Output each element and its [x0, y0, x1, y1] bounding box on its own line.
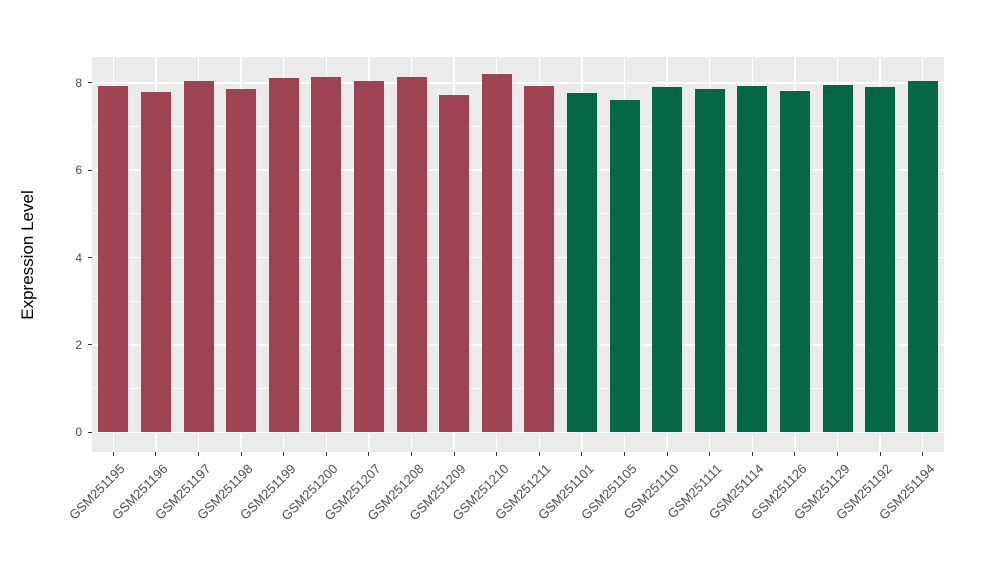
x-axis-tick [411, 452, 412, 456]
y-tick-label: 4 [75, 250, 82, 265]
x-axis-tick [538, 452, 540, 456]
bar-GSM251198 [226, 89, 257, 433]
bar-GSM251101 [566, 92, 597, 433]
gridline-major [92, 169, 944, 171]
bar-GSM251197 [183, 80, 214, 433]
x-axis-tick [198, 452, 199, 456]
bar-GSM251207 [353, 81, 384, 433]
bar-GSM251126 [779, 91, 810, 433]
bar-GSM251196 [140, 91, 171, 433]
y-tick-label: 6 [75, 163, 82, 178]
bar-GSM251194 [907, 81, 938, 433]
x-axis-tick [112, 452, 114, 456]
y-tick-label: 0 [75, 425, 82, 440]
bar-GSM251199 [268, 77, 299, 433]
gridline-major [92, 431, 944, 434]
gridline-major [92, 82, 944, 84]
bar-GSM251195 [98, 86, 129, 433]
bar-GSM251111 [694, 88, 725, 433]
x-axis-tick [496, 452, 498, 456]
bar-GSM251192 [865, 87, 896, 433]
x-axis-tick [283, 452, 285, 456]
x-axis-tick [837, 452, 838, 456]
y-axis-tick [88, 82, 92, 84]
y-tick-label: 2 [75, 337, 82, 352]
bar-GSM251209 [439, 94, 470, 433]
x-axis-tick [922, 452, 924, 456]
y-axis-tick [88, 431, 92, 433]
x-axis-tick [453, 452, 455, 456]
x-axis-tick [325, 452, 327, 456]
bar-GSM251211 [524, 86, 555, 433]
y-tick-label: 8 [75, 75, 82, 90]
x-axis-tick [368, 452, 370, 456]
bar-GSM251208 [396, 77, 427, 433]
y-axis-tick [88, 169, 92, 171]
bar-GSM251110 [652, 86, 683, 433]
x-axis-tick [794, 452, 796, 456]
gridline-minor [92, 388, 944, 389]
gridline-major [92, 256, 944, 259]
plot-panel [92, 57, 944, 452]
gridline-major [92, 344, 944, 346]
gridline-minor [92, 125, 944, 127]
bar-GSM251105 [609, 100, 640, 433]
x-axis-tick [709, 452, 711, 456]
bar-GSM251114 [737, 86, 768, 433]
x-axis-tick [666, 452, 668, 456]
bar-GSM251210 [481, 74, 512, 433]
bar-GSM251129 [822, 85, 853, 433]
x-axis-tick [155, 452, 157, 456]
x-axis-tick [751, 452, 753, 456]
gridline-minor [92, 300, 944, 302]
x-axis-tick [581, 452, 583, 456]
x-axis-tick [624, 452, 625, 456]
y-axis-tick [88, 257, 92, 259]
x-axis-tick [240, 452, 242, 456]
gridline-minor [92, 213, 944, 215]
x-axis-tick [879, 452, 881, 456]
bar-GSM251200 [311, 77, 342, 433]
y-axis-tick [88, 344, 92, 346]
